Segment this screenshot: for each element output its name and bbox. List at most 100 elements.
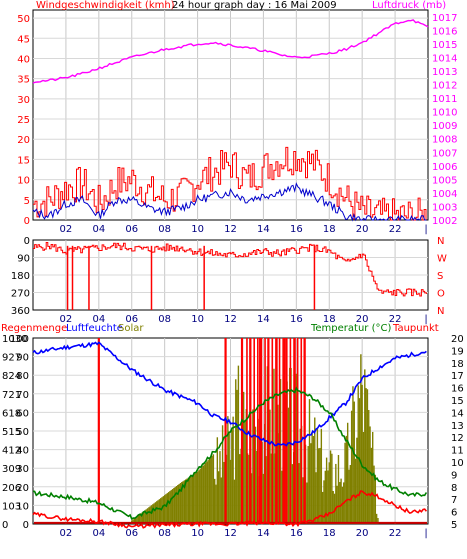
wind-axis-title: Windgeschwindigkeit (kmh) — [36, 0, 175, 11]
y-tick-label-wind: 40 — [17, 54, 30, 65]
x-tick-label: 10 — [191, 314, 204, 325]
x-tick-label: 14 — [257, 314, 270, 325]
y-tick-label-temperature: 15 — [451, 396, 464, 407]
x-tick-label: 02 — [60, 224, 73, 235]
y-tick-label-wind: 35 — [17, 75, 30, 86]
x-tick-label-end: | — [424, 224, 427, 235]
y-tick-label-temperature: 7 — [451, 495, 457, 506]
x-tick-label: 20 — [356, 314, 369, 325]
legend-luftfeuchte: Luftfeuchte — [66, 323, 123, 334]
y-tick-label-solar: 206 — [2, 483, 21, 494]
x-tick-label: 10 — [191, 528, 204, 539]
x-tick-label: 08 — [158, 224, 171, 235]
y-tick-label-humidity: 20 — [16, 483, 29, 494]
y-tick-label-pressure: 1006 — [432, 162, 457, 173]
y-tick-label-solar: 515 — [2, 427, 21, 438]
y-tick-label-temperature: 19 — [451, 346, 464, 357]
y-tick-label-pressure: 1009 — [432, 121, 457, 132]
x-tick-label: 22 — [389, 314, 402, 325]
x-tick-label: 18 — [323, 314, 336, 325]
series-dewpoint — [32, 490, 428, 529]
y-tick-label-temperature: 8 — [451, 483, 457, 494]
y-tick-label-temperature: 10 — [451, 458, 464, 469]
y-tick-label-humidity: 0 — [23, 520, 29, 531]
x-tick-label: 12 — [224, 528, 237, 539]
y-tick-label-pressure: 1010 — [432, 108, 457, 119]
series-humidity — [32, 341, 427, 447]
x-tick-label: 08 — [158, 528, 171, 539]
y-tick-label-solar: 721 — [2, 390, 21, 401]
y-tick-label-pressure: 1003 — [432, 202, 457, 213]
x-tick-label: 04 — [92, 314, 105, 325]
y-tick-label-wind: 0 — [24, 216, 30, 227]
y-tick-label-solar: 103 — [2, 501, 21, 512]
y-tick-label-humidity: 40 — [16, 446, 29, 457]
y-tick-label-wind: 45 — [17, 34, 30, 45]
y-tick-label-solar: 927 — [2, 353, 21, 364]
y-tick-label-compass: O — [437, 289, 445, 300]
y-tick-label-wind: 10 — [17, 176, 30, 187]
x-tick-label: 14 — [257, 528, 270, 539]
y-tick-label-temperature: 13 — [451, 421, 464, 432]
y-tick-label-temperature: 11 — [451, 446, 464, 457]
wind-pressure-ticks: 02 04 06 08 10 12 14 16 18 20 22 |05101520253035404… — [17, 13, 457, 235]
x-tick-label: 16 — [290, 528, 303, 539]
x-tick-label: 12 — [224, 224, 237, 235]
y-tick-label-pressure: 1014 — [432, 53, 457, 64]
y-tick-label-pressure: 1017 — [432, 13, 457, 24]
wind-pressure-grid — [33, 10, 428, 220]
y-tick-label-humidity: 60 — [16, 408, 29, 419]
x-tick-label: 22 — [389, 528, 402, 539]
y-tick-label-wind: 15 — [17, 155, 30, 166]
y-tick-label-temperature: 6 — [451, 508, 457, 519]
series-wind-direction — [33, 242, 427, 297]
x-tick-label: 04 — [92, 528, 105, 539]
y-tick-label-temperature: 5 — [451, 520, 457, 531]
series-wind-gust — [33, 146, 427, 221]
y-tick-label-humidity: 80 — [16, 371, 29, 382]
y-tick-label-temperature: 16 — [451, 384, 464, 395]
y-tick-label-temperature: 9 — [451, 470, 457, 481]
y-tick-label-solar: 824 — [2, 371, 21, 382]
y-tick-label-compass: N — [437, 306, 444, 317]
y-tick-label-humidity: 50 — [16, 427, 29, 438]
y-tick-label-wind: 5 — [24, 196, 30, 207]
x-tick-label: 06 — [125, 314, 138, 325]
y-tick-label-temperature: 14 — [451, 408, 464, 419]
y-tick-label-humidity: 90 — [16, 353, 29, 364]
y-tick-label-humidity: 10 — [16, 501, 29, 512]
climate-series — [32, 338, 428, 529]
series-pressure — [32, 19, 429, 84]
y-tick-label-compass: W — [437, 254, 447, 265]
y-tick-label-pressure: 1004 — [432, 189, 457, 200]
x-tick-label: 20 — [356, 528, 369, 539]
x-tick-label: 08 — [158, 314, 171, 325]
x-tick-label: 16 — [290, 224, 303, 235]
y-tick-label-wind: 25 — [17, 115, 30, 126]
y-tick-label-solar: 618 — [2, 408, 21, 419]
y-tick-label-wind: 20 — [17, 135, 30, 146]
x-tick-label: 06 — [125, 224, 138, 235]
x-tick-label: 04 — [92, 224, 105, 235]
x-tick-label-end: | — [424, 528, 427, 539]
y-tick-label-pressure: 1005 — [432, 175, 457, 186]
y-tick-label-direction: 180 — [11, 271, 30, 282]
series-wind-mean — [32, 182, 427, 222]
legend-temperatur: Temperatur (°C) — [310, 323, 391, 334]
y-tick-label-pressure: 1011 — [432, 94, 457, 105]
y-tick-label-pressure: 1012 — [432, 81, 457, 92]
wind-pressure-series — [32, 19, 429, 222]
pressure-axis-title: Luftdruck (mb) — [372, 0, 446, 11]
x-tick-label: 12 — [224, 314, 237, 325]
y-tick-label-humidity: 100 — [10, 334, 29, 345]
climate-ticks: 02 04 06 08 10 12 14 16 18 20 22 |01020304050607080… — [2, 334, 464, 539]
y-tick-label-pressure: 1015 — [432, 40, 457, 51]
y-tick-label-solar: 412 — [2, 446, 21, 457]
y-tick-label-temperature: 17 — [451, 371, 464, 382]
y-tick-label-pressure: 1016 — [432, 26, 457, 37]
y-tick-label-direction: 270 — [11, 289, 30, 300]
y-tick-label-temperature: 20 — [451, 334, 464, 345]
wind-direction-series — [33, 242, 427, 310]
legend-regenmenge: Regenmenge — [1, 323, 67, 334]
